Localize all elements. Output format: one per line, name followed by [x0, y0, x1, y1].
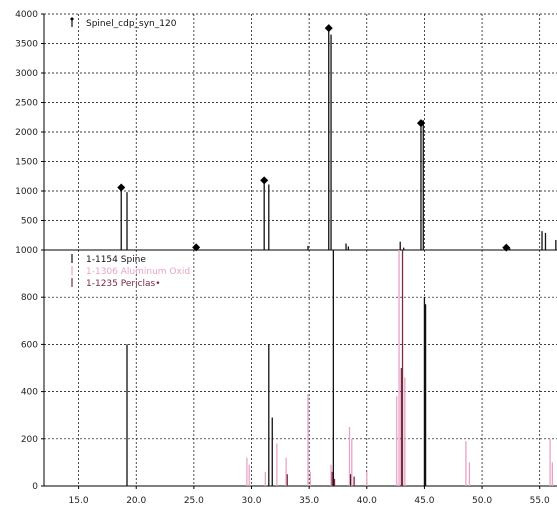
- peak-marker: [502, 243, 511, 252]
- y-tick-label: 4000: [15, 10, 38, 20]
- x-tick-label: 35.0: [299, 496, 319, 506]
- y-tick-label: 2500: [15, 99, 38, 109]
- peak-marker: [324, 24, 333, 33]
- legend-label: 1-1306 Aluminum Oxid: [86, 267, 190, 277]
- x-tick-label: 55.0: [530, 496, 550, 506]
- x-tick-label: 15.0: [69, 496, 89, 506]
- y-tick-label: 1000: [15, 187, 38, 197]
- peak-marker: [192, 243, 201, 252]
- y-tick-label: 800: [21, 293, 38, 303]
- bottom-panel: 0 200 400 600 800 1000 15.0 20.0 25.0 30.0 35.0 40.…: [15, 246, 557, 506]
- x-tick-label: 40.0: [357, 496, 377, 506]
- y-tick-label: 1500: [15, 158, 38, 168]
- x-tick-label: 45.0: [414, 496, 434, 506]
- y-tick-label: 2000: [15, 128, 38, 138]
- legend-marker: [70, 17, 74, 21]
- y-tick-label: 3500: [15, 40, 38, 50]
- x-tick-label: 20.0: [126, 496, 146, 506]
- top-panel: 500 1000 1500 2000 2500 3000 3500 4000 Spinel_cd…: [15, 10, 557, 252]
- y-tick-label: 200: [21, 435, 38, 445]
- legend-label: Spinel_cdp_syn_120: [86, 19, 177, 29]
- y-tick-label: 400: [21, 388, 38, 398]
- x-tick-label: 30.0: [241, 496, 261, 506]
- legend-label: 1-1154 Spine: [86, 255, 146, 265]
- y-tick-label: 3000: [15, 69, 38, 79]
- peak-marker: [260, 176, 269, 185]
- x-tick-label: 50.0: [472, 496, 492, 506]
- x-tick-label: 25.0: [184, 496, 204, 506]
- y-tick-label: 500: [21, 217, 38, 227]
- peak-marker: [416, 119, 425, 128]
- y-tick-label: 0: [32, 482, 38, 492]
- peak-marker: [117, 183, 126, 192]
- y-tick-label: 1000: [15, 246, 38, 256]
- y-tick-label: 600: [21, 340, 38, 350]
- legend-label: 1-1235 Periclas•: [86, 279, 161, 289]
